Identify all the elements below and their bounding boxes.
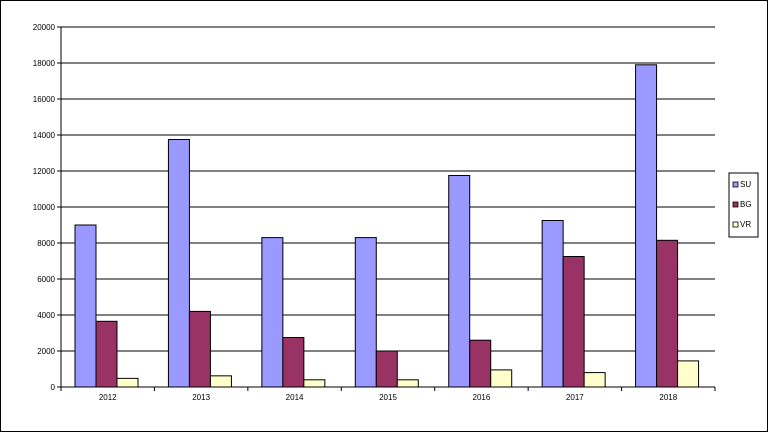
y-tick-label: 10000 bbox=[33, 203, 56, 212]
legend-swatch-vr bbox=[732, 221, 739, 228]
bar-bg-2015 bbox=[375, 350, 398, 388]
x-tick-label: 2013 bbox=[192, 393, 210, 402]
y-tick-label: 6000 bbox=[37, 275, 55, 284]
y-tick-label: 20000 bbox=[33, 23, 56, 32]
axes bbox=[57, 26, 716, 391]
bar-bg-2013 bbox=[188, 310, 211, 388]
bar-vr-2015 bbox=[396, 379, 419, 388]
y-tick-label: 8000 bbox=[37, 239, 55, 248]
bar-su-2014 bbox=[261, 237, 284, 388]
bar-bg-2018 bbox=[656, 239, 679, 388]
y-tick-label: 14000 bbox=[33, 131, 56, 140]
y-tick-label: 12000 bbox=[33, 167, 56, 176]
bar-vr-2014 bbox=[303, 379, 326, 388]
x-tick-label: 2015 bbox=[379, 393, 397, 402]
x-tick-label: 2014 bbox=[286, 393, 304, 402]
bar-su-2016 bbox=[448, 175, 471, 388]
bar-vr-2013 bbox=[209, 375, 232, 388]
legend-label-su: SU bbox=[740, 180, 751, 189]
bar-su-2018 bbox=[635, 64, 658, 388]
x-tick-labels: 2012 2013 2014 2015 2016 2017 2018 bbox=[99, 393, 678, 402]
bar-su-2015 bbox=[354, 237, 377, 388]
bar-bg-2016 bbox=[469, 339, 492, 388]
bar-bg-2014 bbox=[282, 337, 305, 388]
y-tick-label: 4000 bbox=[37, 311, 55, 320]
legend-swatch-bg bbox=[732, 201, 739, 208]
bar-su-2013 bbox=[167, 139, 190, 388]
bars bbox=[74, 64, 700, 388]
x-tick-label: 2017 bbox=[566, 393, 584, 402]
legend: SU BG VR bbox=[728, 172, 759, 238]
bar-su-2017 bbox=[541, 220, 564, 388]
bar-bg-2012 bbox=[95, 320, 118, 388]
x-tick-label: 2012 bbox=[99, 393, 117, 402]
bar-vr-2017 bbox=[583, 372, 606, 388]
legend-label-bg: BG bbox=[740, 200, 752, 209]
legend-swatch-su bbox=[732, 181, 739, 188]
bar-vr-2012 bbox=[116, 377, 139, 388]
y-tick-label: 0 bbox=[51, 383, 56, 392]
y-tick-label: 2000 bbox=[37, 347, 55, 356]
legend-label-vr: VR bbox=[740, 220, 751, 229]
gridlines bbox=[61, 26, 715, 352]
bar-vr-2018 bbox=[677, 360, 700, 388]
x-tick-label: 2018 bbox=[659, 393, 677, 402]
bar-su-2012 bbox=[74, 224, 97, 388]
y-tick-label: 18000 bbox=[33, 59, 56, 68]
bar-vr-2016 bbox=[490, 369, 513, 388]
x-tick-label: 2016 bbox=[473, 393, 491, 402]
y-tick-labels: 0 2000 4000 6000 8000 10000 12000 14000 16000 180… bbox=[33, 23, 56, 392]
bar-bg-2017 bbox=[562, 256, 585, 388]
y-tick-label: 16000 bbox=[33, 95, 56, 104]
